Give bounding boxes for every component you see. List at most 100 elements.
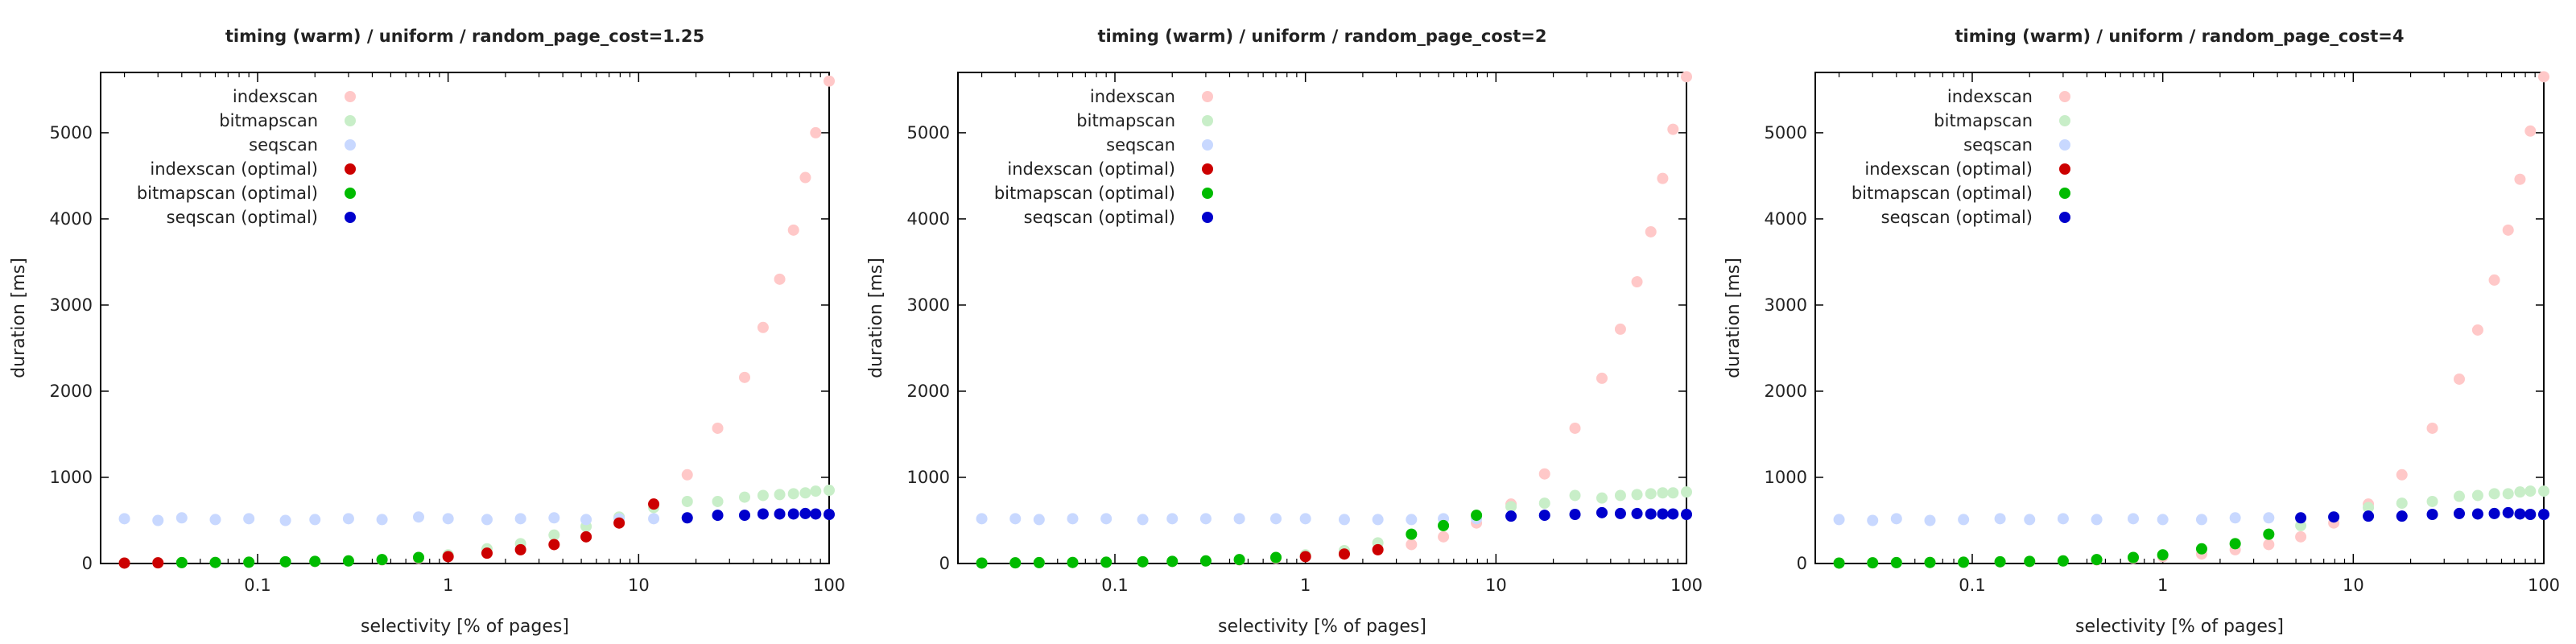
data-point xyxy=(2488,488,2500,500)
data-point xyxy=(799,487,811,499)
data-point xyxy=(2453,490,2465,502)
y-tick-label: 2000 xyxy=(50,382,93,401)
data-point xyxy=(309,514,321,526)
data-point xyxy=(1406,514,1418,526)
data-point xyxy=(1100,556,1113,568)
plot-area: 0 1000 2000 3000 4000 5000 0.1 1 10 100 xyxy=(907,71,1703,595)
legend-label: bitmapscan xyxy=(1934,111,2033,130)
plot-area: 0 1000 2000 3000 4000 5000 0.1 1 10 100 xyxy=(1765,71,2560,595)
data-point xyxy=(1958,514,1970,526)
series-seqscan-optimal xyxy=(2295,506,2549,524)
data-point xyxy=(1631,276,1643,288)
legend-label: bitmapscan (optimal) xyxy=(1852,184,2033,203)
data-point xyxy=(2263,528,2275,540)
data-point xyxy=(2502,488,2514,500)
y-tick-label: 5000 xyxy=(1765,123,1807,142)
legend-marker xyxy=(2059,212,2070,223)
data-point xyxy=(799,171,811,184)
x-tick-label: 0.1 xyxy=(244,576,270,595)
data-point xyxy=(309,555,321,568)
data-point xyxy=(342,513,354,525)
chart-panel-1: timing (warm) / uniform / random_page_co… xyxy=(9,27,845,637)
legend-label: seqscan xyxy=(1963,135,2033,155)
data-point xyxy=(1438,530,1450,543)
data-point xyxy=(1270,513,1282,525)
x-axis-label: selectivity [% of pages] xyxy=(2075,617,2284,637)
data-point xyxy=(1994,555,2006,568)
data-point xyxy=(1166,555,1179,568)
legend-label: indexscan xyxy=(1947,87,2033,106)
legend-label: indexscan (optimal) xyxy=(150,159,318,179)
legend: indexscan bitmapscan seqscan indexscan (opt… xyxy=(994,87,1213,227)
data-point xyxy=(810,126,822,138)
data-point xyxy=(2363,502,2375,514)
data-point xyxy=(1406,528,1418,540)
data-point xyxy=(1614,323,1626,335)
series-bitmapscan-optimal xyxy=(1833,528,2275,569)
data-point xyxy=(810,508,822,520)
data-point xyxy=(2396,510,2408,522)
y-tick-label: 3000 xyxy=(907,295,950,315)
legend-marker xyxy=(2059,188,2070,199)
legend-marker xyxy=(345,163,356,175)
data-point xyxy=(799,507,811,519)
data-point xyxy=(514,543,526,555)
y-tick-label: 0 xyxy=(939,554,950,573)
data-point xyxy=(481,514,493,526)
chart-title: timing (warm) / uniform / random_page_co… xyxy=(225,27,704,46)
data-point xyxy=(1338,514,1350,526)
legend-label: indexscan xyxy=(1090,87,1175,106)
data-point xyxy=(514,513,526,525)
data-point xyxy=(648,513,660,525)
data-point xyxy=(2488,507,2500,519)
data-point xyxy=(1890,556,1902,568)
legend: indexscan bitmapscan seqscan indexscan (opt… xyxy=(137,87,356,227)
data-point xyxy=(1645,225,1657,237)
data-point xyxy=(2263,512,2275,524)
data-point xyxy=(2524,485,2537,497)
data-point xyxy=(1067,556,1079,568)
legend-marker xyxy=(2059,139,2070,151)
y-tick-label: 2000 xyxy=(1765,382,1807,401)
data-point xyxy=(976,513,988,525)
data-point xyxy=(481,547,493,559)
data-point xyxy=(757,489,769,502)
data-point xyxy=(2363,510,2375,522)
legend-marker xyxy=(2059,91,2070,102)
data-point xyxy=(243,556,255,568)
data-point xyxy=(757,321,769,333)
legend-label: seqscan (optimal) xyxy=(1024,208,1175,227)
data-point xyxy=(2328,511,2340,523)
data-point xyxy=(787,224,799,236)
legend-marker xyxy=(1202,188,1213,199)
chart-panel-2: timing (warm) / uniform / random_page_co… xyxy=(866,27,1703,637)
x-axis-label: selectivity [% of pages] xyxy=(1218,617,1426,637)
data-point xyxy=(1596,506,1608,518)
data-point xyxy=(1645,488,1657,500)
data-point xyxy=(1614,507,1626,519)
y-axis-label: duration [ms] xyxy=(866,258,886,378)
data-point xyxy=(648,498,660,510)
legend-label: bitmapscan (optimal) xyxy=(137,184,318,203)
y-tick-label: 4000 xyxy=(1765,209,1807,229)
legend-label: indexscan xyxy=(233,87,318,106)
data-point xyxy=(613,517,625,529)
data-point xyxy=(2057,513,2069,525)
series-bitmapscan-optimal xyxy=(175,551,425,568)
data-point xyxy=(1538,468,1550,480)
data-point xyxy=(175,556,188,568)
data-point xyxy=(1833,557,1845,569)
data-point xyxy=(1657,508,1669,520)
data-point xyxy=(738,371,750,383)
data-point xyxy=(757,508,769,520)
data-point xyxy=(342,555,354,567)
data-point xyxy=(1867,557,1879,569)
data-point xyxy=(2195,514,2207,526)
data-point xyxy=(2091,554,2103,566)
data-point xyxy=(2295,530,2307,543)
x-tick-label: 100 xyxy=(2528,576,2560,595)
legend-marker xyxy=(345,115,356,126)
data-point xyxy=(1471,510,1483,522)
y-tick-label: 4000 xyxy=(50,209,93,229)
plot-frame xyxy=(100,72,830,564)
